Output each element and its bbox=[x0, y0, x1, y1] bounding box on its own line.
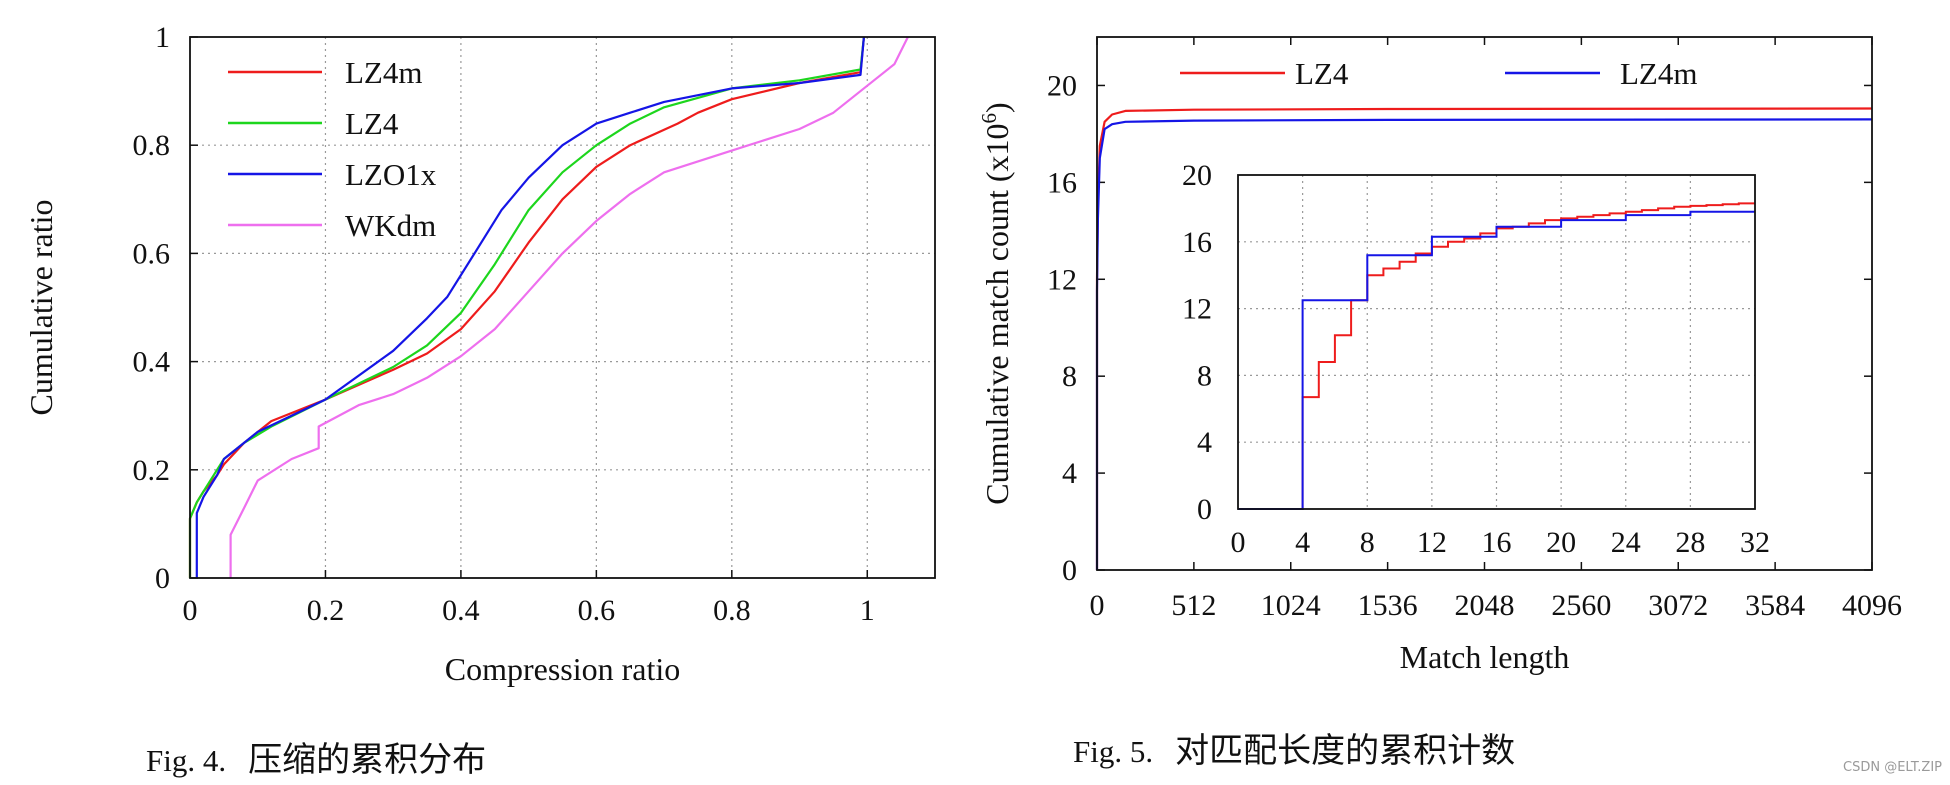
x-tick-label: 0 bbox=[1090, 589, 1105, 622]
y-tick-label: 1 bbox=[155, 21, 170, 54]
legend: LZ4 LZ4m bbox=[1180, 56, 1698, 91]
x-tick-label: 1024 bbox=[1261, 589, 1321, 622]
series-line-wkdm bbox=[229, 36, 909, 578]
legend-label-lz4: LZ4 bbox=[345, 106, 399, 141]
x-tick-label: 0 bbox=[183, 594, 198, 627]
inset-y-tick-label: 0 bbox=[1197, 493, 1212, 526]
y-axis-label-main: Cumulative match count (x10 bbox=[979, 123, 1015, 504]
x-tick-label: 1 bbox=[860, 594, 875, 627]
legend-label-lz4m: LZ4m bbox=[1620, 56, 1698, 91]
inset-x-tick-label: 8 bbox=[1360, 526, 1375, 559]
x-axis-label: Match length bbox=[1400, 639, 1570, 675]
inset-series-line-lz4m bbox=[1238, 210, 1755, 510]
x-tick-label: 3584 bbox=[1745, 589, 1805, 622]
x-tick-label: 1536 bbox=[1358, 589, 1418, 622]
x-tick-label: 2560 bbox=[1551, 589, 1611, 622]
x-tick-label: 0.8 bbox=[713, 594, 751, 627]
plot-frame bbox=[189, 36, 936, 579]
series-line-lzo1x bbox=[195, 36, 865, 578]
series-line-lz4m bbox=[188, 36, 865, 578]
inset-x-tick-label: 20 bbox=[1546, 526, 1576, 559]
y-axis-label: Cumulative match count (x106) bbox=[977, 102, 1015, 504]
fig4-caption-number: Fig. 4. bbox=[146, 743, 227, 778]
legend-label-lz4m: LZ4m bbox=[345, 55, 423, 90]
x-tick-label: 2048 bbox=[1455, 589, 1515, 622]
inset-x-tick-label: 4 bbox=[1295, 526, 1310, 559]
inset-x-tick-label: 12 bbox=[1417, 526, 1447, 559]
inset-frame bbox=[1237, 174, 1756, 510]
inset-y-tick-label: 4 bbox=[1197, 426, 1212, 459]
fig5-caption-text: 对匹配长度的累积计数 bbox=[1175, 731, 1516, 771]
inset-y-tick-label: 20 bbox=[1182, 159, 1212, 192]
y-axis-label-close: ) bbox=[979, 102, 1015, 113]
series-line-lz4 bbox=[188, 36, 865, 578]
fig4-caption-text: 压缩的累积分布 bbox=[248, 740, 487, 780]
inset-chart: 0 4 8 12 16 20 24 28 32 0 4 8 12 16 20 bbox=[1182, 159, 1770, 559]
x-axis-label: Compression ratio bbox=[445, 651, 681, 687]
y-tick-label: 0 bbox=[155, 562, 170, 595]
y-tick-label: 16 bbox=[1047, 166, 1077, 199]
inset-x-tick-label: 32 bbox=[1740, 526, 1770, 559]
inset-x-tick-label: 28 bbox=[1675, 526, 1705, 559]
y-tick-label: 0 bbox=[1062, 554, 1077, 587]
fig5-caption-number: Fig. 5. bbox=[1073, 734, 1154, 769]
y-tick-label: 12 bbox=[1047, 263, 1077, 296]
fig5-caption: Fig. 5. 对匹配长度的累积计数 bbox=[1073, 723, 1515, 772]
inset-y-tick-label: 8 bbox=[1197, 359, 1212, 392]
y-axis-label: Cumulative ratio bbox=[23, 200, 59, 416]
inset-y-tick-label: 12 bbox=[1182, 293, 1212, 326]
x-tick-label: 3072 bbox=[1648, 589, 1708, 622]
inset-y-tick-label: 16 bbox=[1182, 226, 1212, 259]
legend-label-wkdm: WKdm bbox=[345, 208, 436, 243]
y-tick-label: 0.8 bbox=[133, 129, 171, 162]
inset-x-tick-label: 0 bbox=[1231, 526, 1246, 559]
y-tick-label: 0.6 bbox=[133, 237, 171, 270]
chart-match-length: 0 512 1024 1536 2048 2560 3072 3584 409604812162… bbox=[977, 36, 1902, 675]
plot-frame bbox=[1096, 36, 1873, 571]
inset-x-tick-label: 24 bbox=[1611, 526, 1641, 559]
x-tick-label: 0.4 bbox=[442, 594, 480, 627]
y-tick-label: 4 bbox=[1062, 457, 1077, 490]
y-axis-label-exponent: 6 bbox=[977, 113, 1001, 124]
x-tick-label: 512 bbox=[1171, 589, 1216, 622]
legend: LZ4m LZ4 LZO1x WKdm bbox=[228, 55, 437, 243]
x-tick-label: 4096 bbox=[1842, 589, 1902, 622]
x-tick-label: 0.2 bbox=[307, 594, 345, 627]
y-tick-label: 0.4 bbox=[133, 346, 171, 379]
y-tick-label: 8 bbox=[1062, 360, 1077, 393]
y-tick-label: 20 bbox=[1047, 69, 1077, 102]
fig4-caption: Fig. 4. 压缩的累积分布 bbox=[146, 732, 486, 781]
y-tick-label: 0.2 bbox=[133, 454, 171, 487]
chart-compression-cdf: 0 0.2 0.4 0.6 0.8 1 0 0.2 0.4 0.6 0.8 1 LZ4m LZ4 LZO1x… bbox=[23, 21, 936, 687]
inset-x-tick-label: 16 bbox=[1482, 526, 1512, 559]
watermark: CSDN @ELT.ZIP bbox=[1843, 760, 1942, 775]
x-tick-label: 0.6 bbox=[578, 594, 616, 627]
legend-label-lz4: LZ4 bbox=[1295, 56, 1349, 91]
legend-label-lzo1x: LZO1x bbox=[345, 157, 437, 192]
